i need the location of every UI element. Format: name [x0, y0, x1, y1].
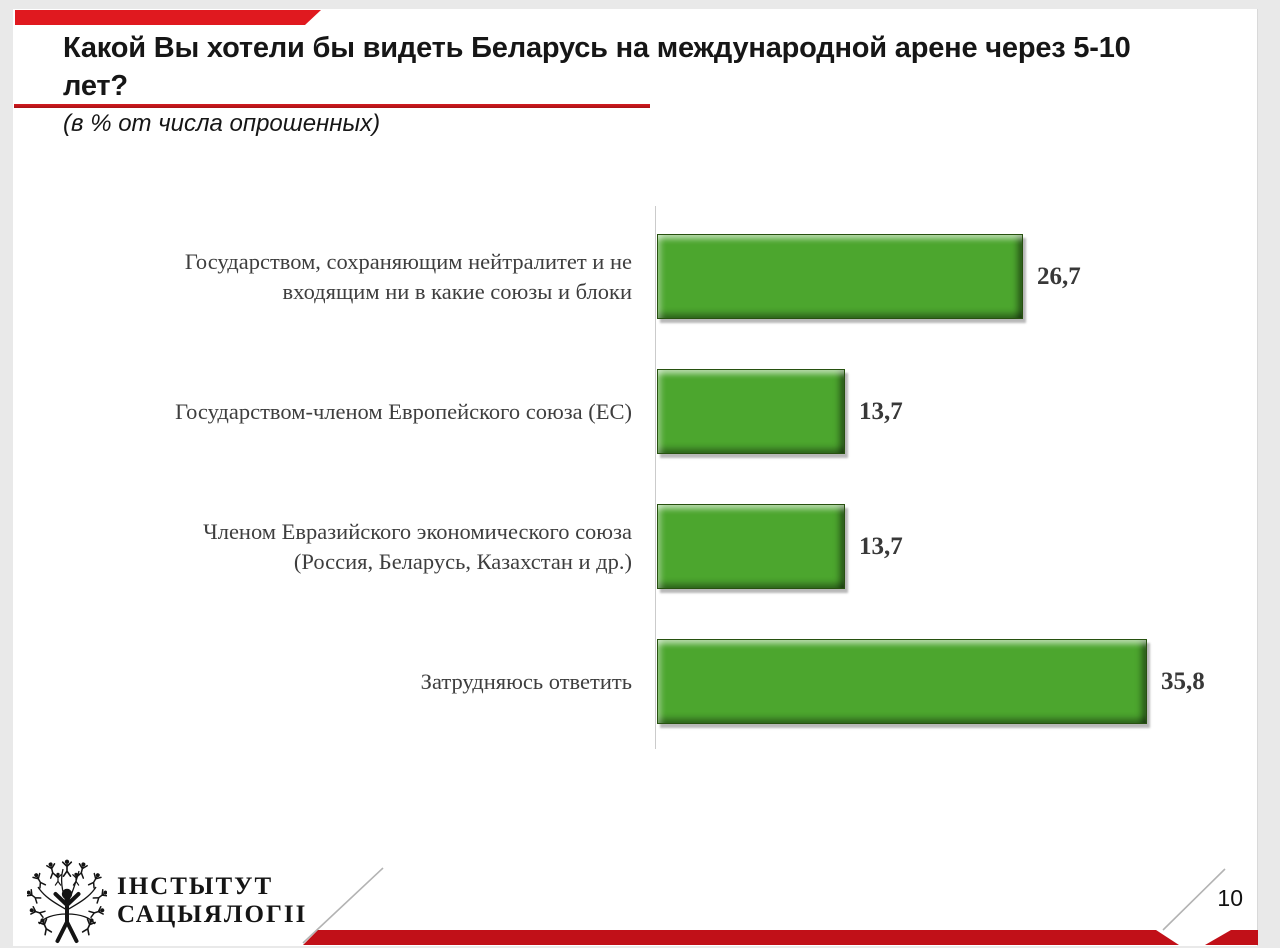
slide: Какой Вы хотели бы видеть Беларусь на ме…	[13, 9, 1258, 946]
institute-logo: ІНСТЫТУТ САЦЫЯЛОГІІ	[27, 858, 307, 944]
category-label: Государством-членом Европейского союза (…	[175, 398, 632, 424]
category-label: Затрудняюсь ответить	[420, 668, 632, 694]
footer-red-band	[303, 930, 1179, 945]
bar-eu-member	[657, 369, 845, 454]
slide-subtitle: (в % от числа опрошенных)	[63, 110, 381, 137]
value-label: 13,7	[859, 532, 903, 560]
page-number: 10	[1217, 885, 1243, 911]
chart-row: Затрудняюсь ответить 35,8	[63, 614, 1223, 749]
bar-eaeu-member	[657, 504, 845, 589]
category-label: Членом Евразийского экономического союза…	[203, 518, 632, 574]
value-label: 13,7	[859, 397, 903, 425]
title-underline	[14, 104, 650, 108]
category-label: Государством, сохраняющим нейтралитет и …	[184, 248, 632, 304]
footer-decoration	[302, 867, 1258, 945]
chart-row: Государством-членом Европейского союза (…	[63, 344, 1223, 479]
top-red-banner-shape	[15, 10, 321, 25]
value-label: 26,7	[1037, 262, 1081, 290]
diagonal-line	[1162, 868, 1226, 931]
footer-red-band-corner	[1205, 930, 1258, 945]
chart-baseline-axis	[655, 206, 656, 749]
bar-chart: Государством, сохраняющим нейтралитет и …	[63, 206, 1223, 749]
bar-neutral-state	[657, 234, 1023, 319]
chart-row: Государством, сохраняющим нейтралитет и …	[63, 209, 1223, 344]
logo-text: ІНСТЫТУТ САЦЫЯЛОГІІ	[117, 873, 308, 928]
bar-hard-to-answer	[657, 639, 1147, 724]
slide-title: Какой Вы хотели бы видеть Беларусь на ме…	[63, 32, 1131, 103]
diagonal-line	[302, 867, 384, 944]
tree-of-people-icon	[27, 858, 107, 943]
value-label: 35,8	[1161, 667, 1205, 695]
chart-row: Членом Евразийского экономического союза…	[63, 479, 1223, 614]
